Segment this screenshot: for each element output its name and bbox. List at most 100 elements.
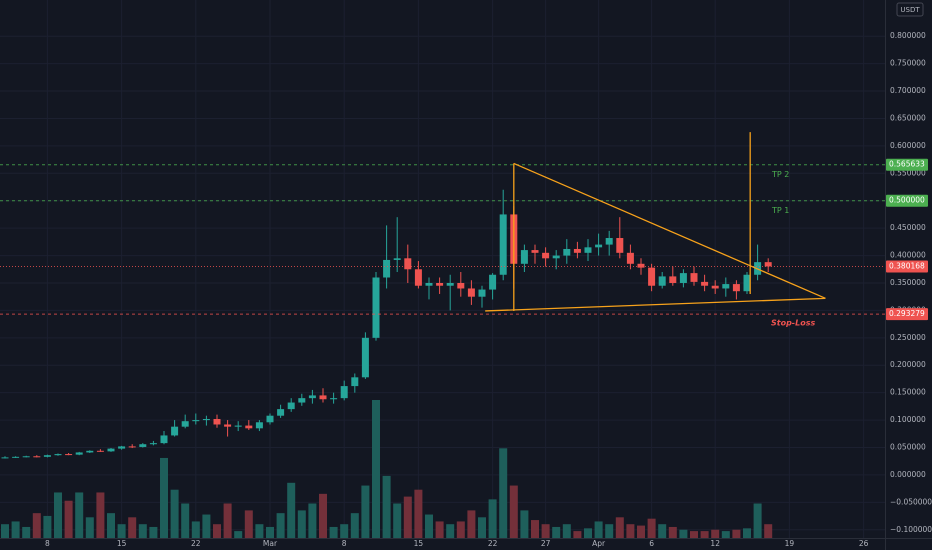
volume-bar bbox=[615, 517, 624, 538]
x-tick-label: 26 bbox=[859, 539, 869, 548]
volume-bar bbox=[414, 489, 423, 538]
volume-bar bbox=[22, 526, 31, 538]
candle-body bbox=[128, 446, 136, 448]
candle-body bbox=[626, 252, 634, 264]
volume-bar bbox=[403, 496, 412, 538]
volume-bar bbox=[690, 531, 698, 538]
price-tag-label: 0.565633 bbox=[889, 160, 925, 169]
candle-body bbox=[234, 425, 242, 427]
candle-body bbox=[298, 398, 306, 403]
price-tag bbox=[886, 194, 928, 207]
volume-bar bbox=[43, 515, 52, 538]
volume-bar bbox=[64, 500, 73, 538]
candle-body bbox=[404, 258, 412, 270]
candle-body bbox=[383, 259, 391, 278]
volume-bar bbox=[255, 524, 264, 538]
volume-bar bbox=[213, 524, 221, 538]
candle-body bbox=[308, 395, 316, 399]
volume-bar bbox=[191, 521, 200, 538]
candle-body bbox=[372, 277, 380, 338]
candle-body bbox=[701, 281, 709, 286]
candle-body bbox=[679, 273, 687, 283]
price-tag-label: 0.380168 bbox=[889, 261, 925, 270]
candle-body bbox=[43, 455, 51, 457]
candle-body bbox=[563, 248, 571, 256]
price-tag bbox=[886, 158, 928, 171]
volume-bar bbox=[520, 510, 529, 538]
candle-body bbox=[107, 448, 115, 452]
volume-bar bbox=[181, 503, 190, 538]
candle-body bbox=[499, 214, 507, 275]
currency-box[interactable] bbox=[896, 2, 924, 17]
y-tick-label: 0.200000 bbox=[890, 360, 926, 369]
volume-bar bbox=[96, 492, 105, 538]
volume-bar bbox=[446, 524, 455, 538]
candle-body bbox=[245, 425, 253, 429]
candle-body bbox=[330, 398, 338, 400]
candle-body bbox=[22, 456, 30, 458]
candle-body bbox=[96, 450, 104, 452]
volume-bar bbox=[75, 492, 84, 538]
volume-bar bbox=[393, 503, 402, 538]
candle-body bbox=[595, 244, 603, 248]
candle-body bbox=[648, 267, 656, 286]
volume-bar bbox=[329, 526, 338, 538]
candle-body bbox=[192, 420, 200, 422]
x-tick-label: 6 bbox=[649, 539, 654, 548]
x-tick-label: 19 bbox=[785, 539, 795, 548]
volume-bar bbox=[594, 521, 603, 538]
y-tick-label: 0.450000 bbox=[890, 223, 926, 232]
candle-body bbox=[467, 288, 475, 297]
candle-body bbox=[118, 446, 126, 449]
volume-bar bbox=[753, 503, 762, 538]
y-tick-label: 0.650000 bbox=[890, 113, 926, 122]
candle-body bbox=[414, 269, 422, 286]
candle-body bbox=[478, 289, 486, 297]
volume-bar bbox=[584, 528, 592, 538]
candle-body bbox=[213, 418, 221, 425]
volume-bar bbox=[700, 531, 709, 538]
y-tick-label: −0.050000 bbox=[890, 497, 932, 506]
candle-body bbox=[425, 282, 433, 286]
price-tag bbox=[886, 308, 928, 321]
y-tick-label: 0.750000 bbox=[890, 59, 926, 68]
volume-bar bbox=[658, 524, 667, 538]
price-tag-label: 0.293279 bbox=[889, 309, 925, 318]
volume-bar bbox=[509, 485, 518, 538]
y-tick-label: −0.100000 bbox=[890, 525, 932, 534]
y-tick-label: 0.350000 bbox=[890, 278, 926, 287]
volume-bar bbox=[764, 524, 773, 538]
currency[interactable]: USDT bbox=[900, 6, 920, 14]
candle-body bbox=[171, 426, 179, 436]
y-tick-label: 0.000000 bbox=[890, 470, 926, 479]
volume-bar bbox=[552, 526, 561, 538]
y-tick-label: 0.100000 bbox=[890, 415, 926, 424]
volume-bar bbox=[372, 400, 380, 538]
candle-body bbox=[1, 457, 9, 459]
level-label: TP 1 bbox=[771, 206, 789, 215]
y-tick-label: 0.600000 bbox=[890, 141, 926, 150]
volume-bar bbox=[626, 524, 635, 538]
x-tick-label: 8 bbox=[342, 539, 347, 548]
volume-bar bbox=[531, 520, 539, 538]
volume-bar bbox=[541, 524, 550, 538]
volume-bar bbox=[1, 524, 9, 538]
volume-bar bbox=[160, 457, 168, 538]
candle-body bbox=[319, 395, 327, 400]
candle-body bbox=[658, 276, 666, 286]
volume-bar bbox=[287, 482, 296, 538]
candle-body bbox=[340, 386, 348, 399]
candle-body bbox=[202, 418, 210, 421]
candle-body bbox=[149, 443, 157, 445]
volume-bar bbox=[499, 448, 508, 538]
volume-bar bbox=[488, 499, 497, 538]
volume-bar bbox=[668, 526, 677, 538]
candle-body bbox=[361, 337, 369, 378]
y-tick-label: 0.150000 bbox=[890, 388, 926, 397]
candle-body bbox=[722, 284, 730, 289]
y-tick-label: 0.700000 bbox=[890, 86, 926, 95]
volume-bar bbox=[456, 521, 465, 538]
x-tick-label: Apr bbox=[592, 539, 606, 548]
volume-bar bbox=[117, 524, 126, 538]
